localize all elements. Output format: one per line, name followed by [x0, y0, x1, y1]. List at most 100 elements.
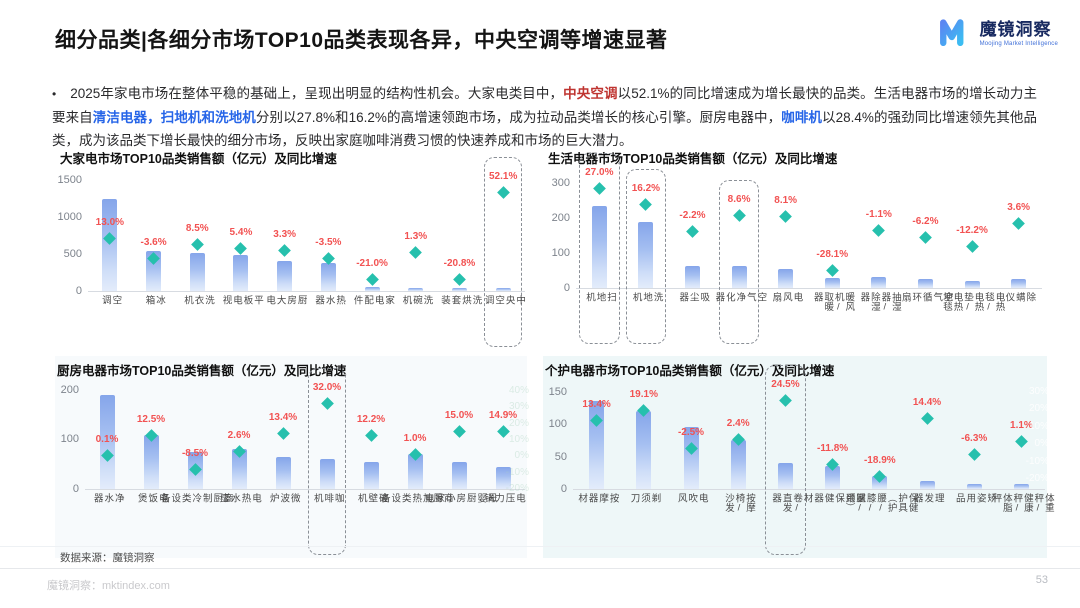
category-label: 电饭煲 — [135, 493, 168, 503]
category-label: 空调 — [99, 295, 122, 305]
growth-label: 12.5% — [136, 413, 166, 425]
category-column: 24.5% 卷/直发器 — [762, 365, 809, 555]
category-column: 27.0% 扫地机 — [576, 152, 623, 344]
y-axis-tick: 50 — [554, 450, 567, 463]
footer-site-text: 魔镜洞察：mktindex.com — [47, 580, 170, 592]
chart-title: 生活电器市场TOP10品类销售额（亿元）及同比增速 — [548, 152, 838, 166]
category-label: 热水器 — [313, 295, 346, 305]
y-axis-tick: 1000 — [57, 211, 82, 224]
sales-bar — [277, 260, 293, 291]
category-column: 19.1% 剃须刀 — [620, 385, 667, 503]
plot-columns: 13.4% 按摩器材 19.1% 剃须刀 -2.5% 电吹风 2.4% 按摩椅/沙发 24.5%… — [573, 365, 1054, 555]
growth-diamond-marker — [409, 246, 423, 260]
category-column: 1.1% 体重秤/健康秤/体脂秤 — [990, 385, 1054, 513]
category-column: 8.1% 电风扇 — [762, 173, 809, 302]
chart-personal-care: 个护电器市场TOP10品类销售额（亿元）及同比增速 0 50 100 150 13.4% 按… — [543, 356, 1054, 558]
chart-title: 个护电器市场TOP10品类销售额（亿元）及同比增速 — [545, 364, 835, 378]
y-axis-tick: 150 — [548, 385, 567, 398]
y2-axis-tick: 20% — [1028, 403, 1049, 415]
growth-label: -3.6% — [140, 237, 167, 249]
category-column: -2.5% 电吹风 — [667, 385, 714, 503]
plot-area: 0 50 100 150 13.4% 按摩器材 19.1% 剃须刀 -2.5% 电吹风 2.4% 按摩… — [545, 365, 1054, 555]
y2-axis-tick: -20% — [1025, 473, 1049, 485]
growth-label: -11.8% — [817, 442, 849, 454]
sales-bar — [320, 263, 336, 291]
category-label: 家用保健器材 — [801, 493, 866, 503]
y2-axis-tick: -20% — [505, 483, 529, 494]
category-label: 家电配件 — [351, 295, 395, 305]
category-label: 电吹风 — [675, 493, 708, 503]
y2-axis-tick: 40% — [508, 384, 529, 396]
category-column: 52.1% 中央空调 — [481, 156, 525, 347]
y2-axis-tick: 30% — [508, 401, 529, 413]
bullet-point: • — [52, 87, 57, 101]
sales-bar — [871, 276, 887, 288]
category-column: 13.0% 空调 — [88, 173, 132, 305]
sales-bar — [364, 286, 380, 291]
growth-diamond-marker — [732, 209, 746, 222]
chart-title: 大家电市场TOP10品类销售额（亿元）及同比增速 — [60, 152, 337, 166]
sales-bar — [233, 254, 249, 291]
y-axis: 0 50 100 150 — [545, 385, 573, 496]
category-label: 净水器 — [91, 493, 124, 503]
growth-diamond-marker — [967, 448, 981, 462]
moojing-logo: 魔镜洞察 Moojing Market Intelligence — [939, 16, 1058, 51]
category-label: 扫地机 — [584, 292, 617, 302]
growth-label: -2.2% — [679, 210, 706, 222]
category-label: 体重秤/健康秤/体脂秤 — [990, 493, 1054, 514]
sales-bar — [102, 198, 118, 291]
growth-label: 13.0% — [95, 217, 125, 229]
growth-label: 24.5% — [771, 379, 800, 391]
growth-diamond-marker — [190, 237, 204, 251]
y2-axis-tick: -10% — [505, 466, 529, 478]
chart-kitchen-appliances: 厨房电器市场TOP10品类销售额（亿元）及同比增速 0 100 200 0.1% 净水器 1… — [55, 356, 529, 558]
summary-segment: 以28.4%的强劲同比增速领先其他品类，成为该品类下增长最快的细分市场，反映出家… — [52, 110, 1038, 148]
summary-segment: 中央空调 — [563, 86, 618, 101]
plot-columns: 13.0% 空调 -3.6% 冰箱 8.5% 洗衣机 5.4% 平板电视 3.3% 厨房大电 -3.… — [88, 156, 525, 347]
category-label: 咖啡机 — [311, 493, 344, 503]
chart-major-appliances: 大家电市场TOP10品类销售额（亿元）及同比增速 0 500 1000 1500 13.0… — [57, 148, 525, 350]
growth-diamond-marker — [920, 412, 934, 425]
growth-label: 14.9% — [488, 409, 518, 421]
category-column: 5.4% 平板电视 — [219, 173, 263, 305]
growth-label: 14.4% — [912, 396, 942, 408]
sales-bar — [189, 252, 205, 291]
growth-label: -28.1% — [816, 248, 849, 260]
category-label: 除螨仪 — [1003, 292, 1036, 302]
sales-bar — [1013, 484, 1029, 489]
category-column: -2.2% 吸尘器 — [669, 173, 716, 301]
sales-bar — [363, 461, 379, 489]
sales-bar — [917, 279, 933, 288]
y-axis-tick: 0 — [75, 285, 82, 297]
category-label: 暖风机/取暖器 — [811, 292, 855, 313]
category-column: 3.6% 除螨仪 — [995, 173, 1042, 302]
growth-label: -3.5% — [315, 237, 342, 249]
category-label: 破壁机 — [355, 493, 388, 503]
category-column: -11.8% 家用保健器材 — [802, 385, 866, 503]
sales-bar — [319, 459, 335, 489]
growth-label: 2.4% — [726, 418, 750, 429]
growth-label: 0.1% — [95, 434, 119, 446]
category-label: 厨房大电 — [264, 295, 307, 305]
plot-columns: 27.0% 扫地机 16.2% 洗地机 -2.2% 吸尘器 8.6% 空气净化器 8.1% 电风扇… — [576, 152, 1042, 344]
y2-axis-tick: 10% — [508, 433, 529, 445]
y-axis-tick: 100 — [60, 433, 79, 446]
category-column: 2.6% 电热水壶 — [217, 385, 262, 503]
category-label: 微波炉 — [267, 493, 300, 503]
sales-bar — [99, 394, 115, 489]
category-label: 电压力锅 — [482, 493, 526, 503]
growth-label: 3.3% — [273, 229, 297, 241]
category-label: 电热毯/电热垫/电热地毯 — [941, 292, 1005, 313]
sales-bar — [778, 268, 794, 288]
growth-diamond-marker — [965, 240, 979, 253]
y-axis-tick: 500 — [63, 248, 82, 261]
divider-faint — [0, 546, 1080, 547]
category-column: -12.2% 电热毯/电热垫/电热地毯 — [941, 173, 1005, 312]
category-column: 14.9% 电压力锅 — [481, 385, 526, 503]
plot-area: 0 100 200 300 27.0% 扫地机 16.2% 洗地机 -2.2% 吸尘器 8.6% 空气… — [548, 152, 1042, 344]
summary-segment: 分别以27.8%和16.2%的高增速领跑市场，成为拉动品类增长的核心引擎。厨房电… — [255, 110, 782, 125]
growth-diamond-marker — [496, 424, 510, 438]
growth-label: -2.5% — [677, 426, 705, 438]
sales-bar — [408, 287, 424, 291]
sales-bar — [731, 266, 747, 288]
